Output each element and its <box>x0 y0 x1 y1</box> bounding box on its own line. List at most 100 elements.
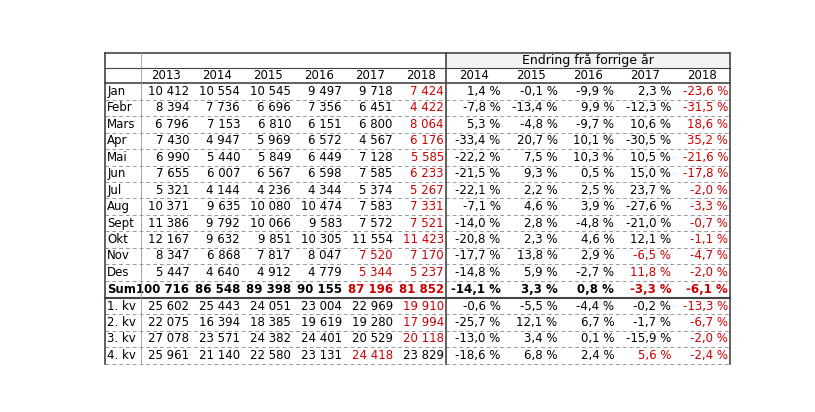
Text: 25 961: 25 961 <box>148 349 189 362</box>
Text: 10 412: 10 412 <box>148 85 189 98</box>
Text: -21,5 %: -21,5 % <box>456 167 500 180</box>
Text: 5 585: 5 585 <box>411 151 444 164</box>
Text: 3,4 %: 3,4 % <box>524 332 557 345</box>
Text: 12 167: 12 167 <box>148 233 189 246</box>
Text: -6,1 %: -6,1 % <box>686 283 728 296</box>
Text: 7 128: 7 128 <box>359 151 393 164</box>
Text: -14,8 %: -14,8 % <box>456 266 500 279</box>
Text: 5 969: 5 969 <box>258 134 291 147</box>
Text: 7 817: 7 817 <box>258 249 291 262</box>
Text: 10 554: 10 554 <box>199 85 240 98</box>
Text: 7 424: 7 424 <box>410 85 444 98</box>
Text: 4,6 %: 4,6 % <box>581 233 615 246</box>
Text: 4 779: 4 779 <box>308 266 342 279</box>
Text: 5 344: 5 344 <box>359 266 393 279</box>
Text: Des: Des <box>108 266 130 279</box>
Text: 10,6 %: 10,6 % <box>630 118 672 131</box>
Text: 2,2 %: 2,2 % <box>524 184 557 197</box>
Text: 35,2 %: 35,2 % <box>687 134 728 147</box>
Text: 7 572: 7 572 <box>359 217 393 229</box>
Text: Mars: Mars <box>108 118 136 131</box>
Text: 6 572: 6 572 <box>308 134 342 147</box>
Text: -6,7 %: -6,7 % <box>690 316 728 329</box>
Text: -2,4 %: -2,4 % <box>690 349 728 362</box>
Text: 6 696: 6 696 <box>258 101 291 115</box>
Text: 21 140: 21 140 <box>199 349 240 362</box>
Text: -3,3 %: -3,3 % <box>690 200 728 213</box>
Text: -15,9 %: -15,9 % <box>626 332 672 345</box>
Text: 6 233: 6 233 <box>410 167 444 180</box>
Text: -18,6 %: -18,6 % <box>456 349 500 362</box>
Text: Apr: Apr <box>108 134 128 147</box>
Text: -14,0 %: -14,0 % <box>456 217 500 229</box>
Text: 11 423: 11 423 <box>403 233 444 246</box>
Text: 4,6 %: 4,6 % <box>524 200 557 213</box>
Text: -13,4 %: -13,4 % <box>512 101 557 115</box>
Text: 4 912: 4 912 <box>258 266 291 279</box>
Text: 9 497: 9 497 <box>308 85 342 98</box>
Text: 2,9 %: 2,9 % <box>581 249 615 262</box>
Text: -13,3 %: -13,3 % <box>683 300 728 313</box>
Text: -25,7 %: -25,7 % <box>456 316 500 329</box>
Text: 27 078: 27 078 <box>148 332 189 345</box>
Text: 20 118: 20 118 <box>403 332 444 345</box>
Text: 18,6 %: 18,6 % <box>687 118 728 131</box>
Text: 9 718: 9 718 <box>359 85 393 98</box>
Text: 20 529: 20 529 <box>352 332 393 345</box>
Text: -12,3 %: -12,3 % <box>626 101 672 115</box>
Text: 5 374: 5 374 <box>359 184 393 197</box>
Text: 6 796: 6 796 <box>156 118 189 131</box>
Text: 24 382: 24 382 <box>250 332 291 345</box>
Text: 17 994: 17 994 <box>403 316 444 329</box>
Text: 10 545: 10 545 <box>250 85 291 98</box>
Text: 7 520: 7 520 <box>359 249 393 262</box>
Text: 19 280: 19 280 <box>352 316 393 329</box>
Text: 19 619: 19 619 <box>301 316 342 329</box>
Text: Jul: Jul <box>108 184 121 197</box>
Text: Nov: Nov <box>108 249 130 262</box>
Text: -4,7 %: -4,7 % <box>690 249 728 262</box>
Text: 7 521: 7 521 <box>410 217 444 229</box>
Text: 10 080: 10 080 <box>250 200 291 213</box>
Text: -2,0 %: -2,0 % <box>690 332 728 345</box>
Text: -6,5 %: -6,5 % <box>633 249 672 262</box>
Text: 6 451: 6 451 <box>359 101 393 115</box>
Text: 6 176: 6 176 <box>410 134 444 147</box>
Text: 2014: 2014 <box>460 69 490 82</box>
Text: 6 810: 6 810 <box>258 118 291 131</box>
Text: 0,1 %: 0,1 % <box>581 332 615 345</box>
Text: 0,5 %: 0,5 % <box>581 167 615 180</box>
Text: -20,8 %: -20,8 % <box>456 233 500 246</box>
Text: 100 716: 100 716 <box>136 283 189 296</box>
Text: 9 851: 9 851 <box>258 233 291 246</box>
Text: -31,5 %: -31,5 % <box>683 101 728 115</box>
Text: 11,8 %: 11,8 % <box>630 266 672 279</box>
Text: 6 598: 6 598 <box>308 167 342 180</box>
Text: 24 418: 24 418 <box>352 349 393 362</box>
Text: -23,6 %: -23,6 % <box>683 85 728 98</box>
Text: 6 151: 6 151 <box>308 118 342 131</box>
Text: -21,0 %: -21,0 % <box>626 217 672 229</box>
Text: 6 800: 6 800 <box>359 118 393 131</box>
Text: 16 394: 16 394 <box>199 316 240 329</box>
Text: 2018: 2018 <box>687 69 717 82</box>
Text: 6 449: 6 449 <box>308 151 342 164</box>
Text: -2,0 %: -2,0 % <box>690 266 728 279</box>
Text: -30,5 %: -30,5 % <box>626 134 672 147</box>
Text: 2016: 2016 <box>304 69 334 82</box>
Text: 2. kv: 2. kv <box>108 316 136 329</box>
Text: -17,7 %: -17,7 % <box>455 249 500 262</box>
Text: 2,5 %: 2,5 % <box>581 184 615 197</box>
Text: 8 047: 8 047 <box>308 249 342 262</box>
Text: 4 344: 4 344 <box>308 184 342 197</box>
Text: Febr: Febr <box>108 101 133 115</box>
Text: 23 004: 23 004 <box>301 300 342 313</box>
Text: 5 849: 5 849 <box>258 151 291 164</box>
Text: 9 632: 9 632 <box>206 233 240 246</box>
Text: 2,4 %: 2,4 % <box>581 349 615 362</box>
Text: 23 829: 23 829 <box>403 349 444 362</box>
Text: 9 792: 9 792 <box>206 217 240 229</box>
Text: -0,6 %: -0,6 % <box>463 300 500 313</box>
Text: -2,0 %: -2,0 % <box>690 184 728 197</box>
Text: 12,1 %: 12,1 % <box>630 233 672 246</box>
